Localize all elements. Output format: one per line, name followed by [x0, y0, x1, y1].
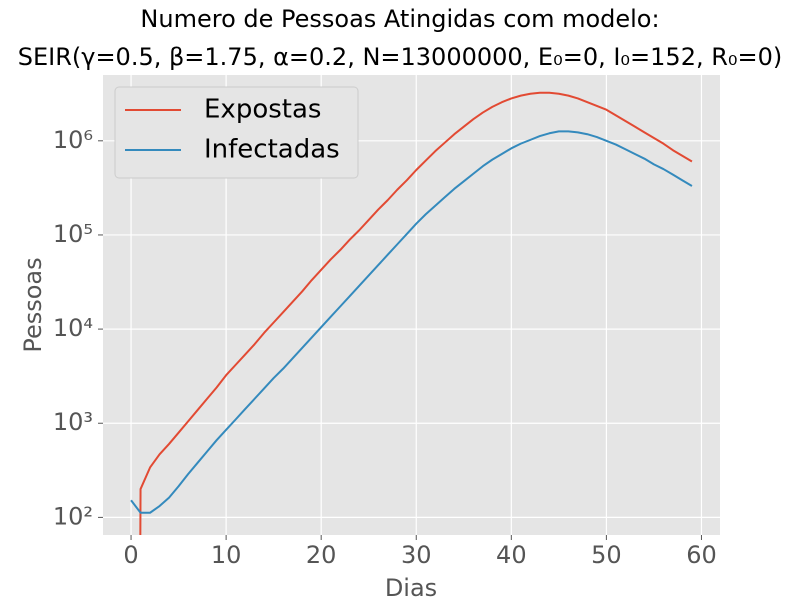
legend: Expostas Infectadas [114, 86, 359, 179]
x-tick-label: 50 [591, 541, 622, 569]
legend-label: Expostas [204, 95, 321, 125]
x-tick-label: 0 [123, 541, 138, 569]
y-tick-label: 10⁶ [53, 126, 93, 154]
chart-title: Numero de Pessoas Atingidas com modelo: [140, 5, 659, 33]
x-tick-label: 60 [686, 541, 717, 569]
ticks: 0 10 20 30 40 50 60 10² 10³ 10⁴ 10⁵ 10⁶ [53, 126, 717, 569]
x-axis-label: Dias [385, 574, 437, 600]
y-tick-label: 10⁴ [53, 314, 93, 342]
chart-subtitle: SEIR(γ=0.5, β=1.75, α=0.2, N=13000000, E… [18, 43, 783, 71]
series-line [130, 130, 693, 514]
y-tick-label: 10³ [53, 408, 93, 436]
x-tick-label: 20 [306, 541, 337, 569]
y-tick-label: 10⁵ [53, 220, 93, 248]
y-axis-label: Pessoas [19, 257, 47, 352]
lines [130, 91, 693, 535]
series-line [139, 91, 693, 535]
legend-label: Infectadas [204, 135, 340, 165]
x-tick-label: 40 [496, 541, 527, 569]
x-tick-label: 30 [401, 541, 432, 569]
x-tick-label: 10 [211, 541, 242, 569]
y-tick-label: 10² [53, 502, 93, 530]
